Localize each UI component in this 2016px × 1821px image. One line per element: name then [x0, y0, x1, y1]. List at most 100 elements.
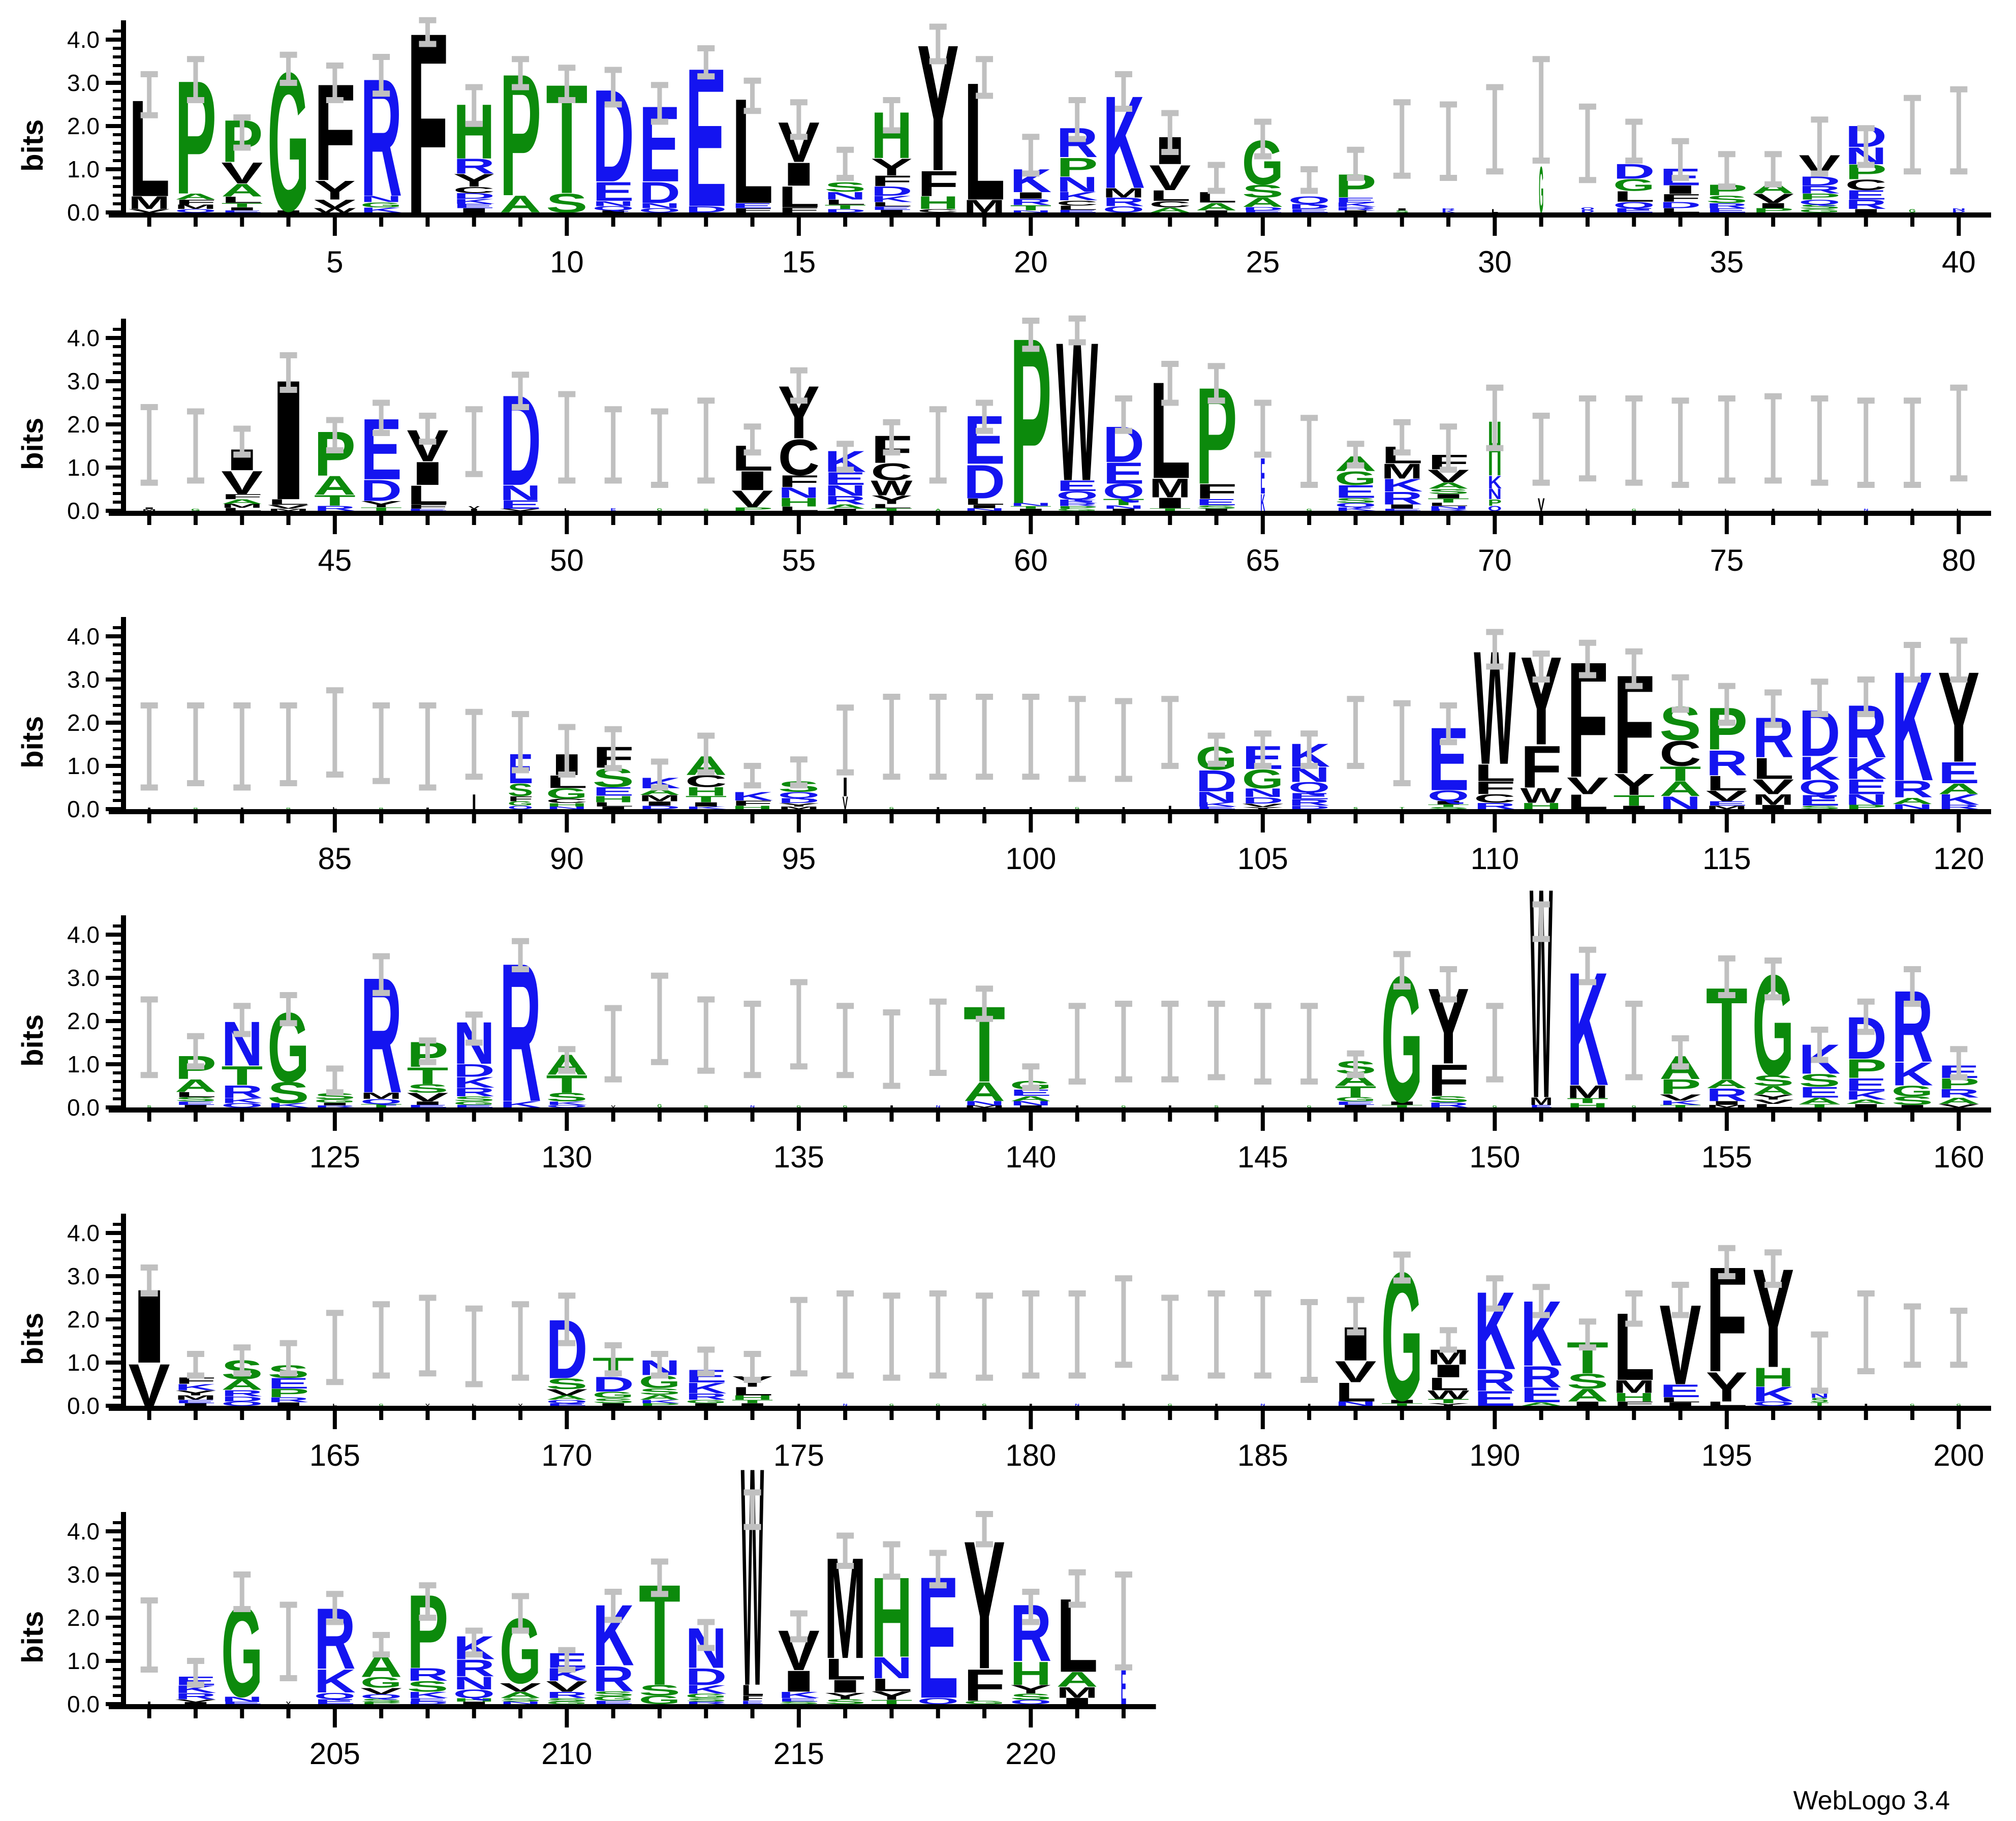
residue-letter-E-162: E: [175, 1399, 216, 1405]
stack-pos-78: N: [1857, 397, 1875, 511]
x-axis-line: [109, 511, 1991, 516]
residue-letter-Y-17: Y: [871, 153, 912, 180]
residue-letter-R-56: R: [824, 493, 866, 507]
residue-letter-E-191: E: [1521, 1383, 1562, 1407]
residue-letter-E-215: E: [778, 1697, 820, 1703]
residue-letter-C-114: C: [1659, 734, 1701, 774]
stack-pos-167: V: [419, 1294, 437, 1406]
x-tick-label: 15: [782, 245, 816, 279]
error-bar-183: [1161, 1294, 1179, 1381]
residue-letter-Y-105: Y: [1242, 807, 1284, 810]
stack-pos-1: VML: [129, 71, 170, 226]
x-tick-label: 140: [1005, 1140, 1056, 1174]
residue-letter-T-93: T: [685, 794, 727, 805]
error-bar-101: [1068, 696, 1086, 782]
residue-letter-G-90: G: [546, 785, 587, 802]
error-bar-46: [373, 399, 390, 436]
y-axis-line: [121, 319, 126, 516]
error-bar-27: [1347, 146, 1364, 181]
error-bar-73: [1625, 395, 1643, 486]
residue-letter-L-57: L: [871, 503, 912, 509]
error-bar-221: [1068, 1569, 1086, 1608]
residue-letter-D-32: D: [1580, 209, 1594, 213]
residue-letter-S-157: S: [1798, 1070, 1840, 1091]
residue-letter-V-49: V: [500, 508, 541, 512]
residue-letter-P-154: P: [1659, 1075, 1701, 1099]
error-bar-219: [976, 1511, 994, 1548]
error-bar-209: [512, 1593, 530, 1634]
residue-letter-I-15: I: [778, 156, 820, 193]
residue-letter-L-55: L: [778, 506, 820, 512]
residue-letter-S-220: S: [1010, 1692, 1051, 1702]
residue-letter-E-115: E: [1706, 800, 1748, 807]
error-bar-66: [1300, 415, 1318, 488]
residue-letter-N-6: N: [360, 194, 402, 204]
stack-pos-138: N: [929, 998, 947, 1108]
residue-letter-F-2: F: [175, 198, 216, 206]
residue-letter-R-110: R: [1474, 801, 1515, 811]
residue-letter-K-196: K: [1752, 1383, 1794, 1406]
residue-letter-H-152: H: [1567, 1102, 1608, 1109]
residue-letter-Q-37: Q: [1798, 198, 1840, 206]
residue-letter-S-207: S: [407, 1678, 448, 1695]
x-tick-label: 80: [1942, 543, 1976, 577]
residue-letter-A-191: A: [1521, 1402, 1562, 1407]
error-bar-32: [1578, 103, 1596, 183]
residue-letter-D-26: D: [1288, 203, 1330, 211]
residue-letter-S-130: S: [546, 1091, 587, 1104]
error-bar-38: [1857, 125, 1875, 168]
residue-letter-Y-217: Y: [871, 1689, 912, 1702]
x-tick-label: 120: [1933, 842, 1984, 876]
residue-letter-A-56: A: [824, 503, 866, 510]
residue-letter-F-193: F: [1613, 1401, 1655, 1407]
residue-letter-R-125: R: [314, 1105, 356, 1108]
x-axis-line: [109, 212, 1991, 218]
error-bar-54: [743, 423, 761, 456]
residue-letter-A-58: A: [935, 508, 941, 512]
stack-pos-108: T: [1393, 700, 1411, 810]
residue-letter-G-171: G: [593, 1390, 634, 1400]
residue-letter-V-204: V: [286, 1701, 291, 1705]
error-bar-190: [1486, 1275, 1504, 1312]
error-bar-187: [1347, 1297, 1364, 1336]
x-tick-label: 125: [309, 1140, 360, 1174]
error-bar-3: [233, 114, 251, 151]
residue-letter-V-209: V: [500, 1681, 541, 1694]
residue-letter-F-64: F: [1195, 480, 1237, 503]
error-bar-196: [1764, 1249, 1782, 1288]
stack-pos-122: IESLAP: [175, 1033, 216, 1108]
residue-letter-N-49: N: [500, 481, 541, 505]
residue-letter-I-59: I: [964, 504, 1005, 510]
residue-letter-G-61: G: [1057, 508, 1098, 512]
error-bar-15: [790, 99, 808, 140]
y-axis-line: [121, 1512, 126, 1709]
x-tick-label: 165: [309, 1438, 360, 1472]
residue-letter-K-61: K: [1057, 499, 1098, 504]
residue-letter-N-118: N: [1845, 791, 1887, 808]
x-tick-label: 215: [773, 1737, 824, 1771]
residue-letter-N-20: N: [1010, 210, 1051, 213]
stack-pos-185: N: [1254, 1290, 1271, 1406]
stack-pos-98: I: [929, 694, 947, 810]
residue-letter-F-43: F: [221, 492, 263, 501]
residue-letter-P-164: P: [267, 1386, 309, 1400]
residue-letter-E-49: E: [500, 498, 541, 511]
stack-pos-128: EGSRKDN: [453, 1010, 495, 1108]
residue-letter-N-217: N: [871, 1652, 912, 1685]
residue-letter-G-89: G: [508, 800, 533, 807]
stack-pos-76: I: [1764, 393, 1782, 511]
residue-letter-T-123: T: [221, 1061, 263, 1091]
residue-letter-E-38: E: [1845, 188, 1887, 202]
residue-letter-I-93: I: [685, 801, 727, 808]
error-bar-141: [1068, 1003, 1086, 1085]
residue-letter-R-8: R: [453, 155, 495, 178]
residue-letter-D-171: D: [593, 1373, 634, 1396]
stack-pos-79: I: [1904, 397, 1921, 511]
logo-row-5: VIIEMYKFQDRASIRPESLGVLVEQAVSDISGDTPKASGN…: [16, 1214, 1991, 1472]
